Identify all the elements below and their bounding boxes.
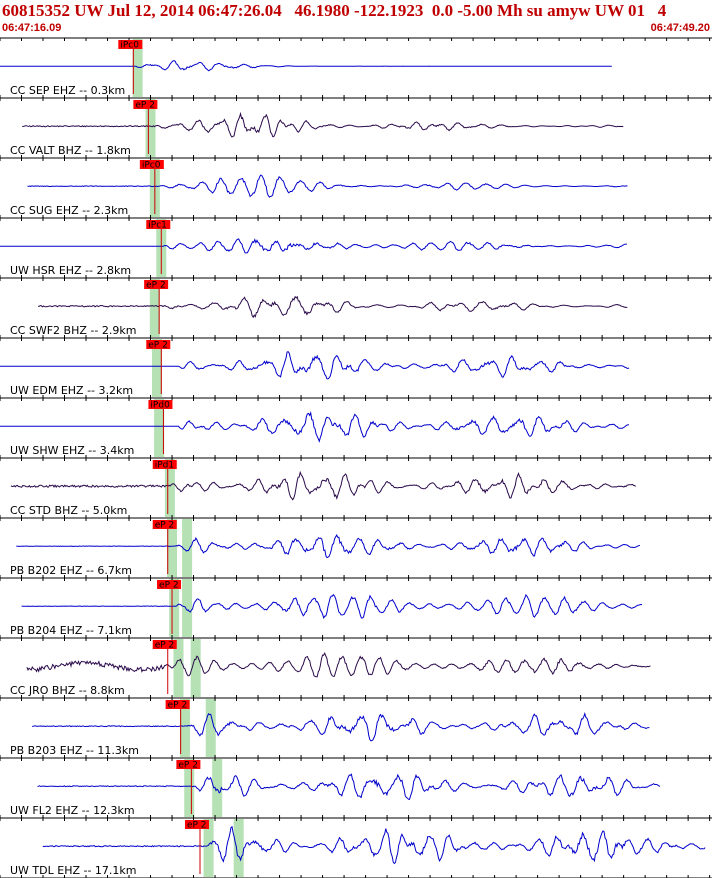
- pick-label: eP 2: [135, 101, 155, 111]
- pick-label: eP 2: [155, 521, 175, 531]
- waveform-trace: [42, 825, 706, 865]
- pick-marker: [152, 640, 177, 649]
- waveform-trace: [26, 651, 651, 678]
- trace-panel: iPd1 CC STD BHZ -- 5.0km: [0, 458, 712, 519]
- trace-panel: eP 2 UW EDM EHZ -- 3.2km: [0, 338, 712, 399]
- pick-marker: [146, 340, 171, 349]
- trace-panel: eP 2 PB B202 EHZ -- 6.7km: [0, 518, 712, 579]
- phase-window: [203, 819, 214, 877]
- waveform-trace: [27, 174, 628, 198]
- pick-label: eP 2: [146, 281, 166, 291]
- phase-window: [212, 759, 223, 817]
- phase-window: [182, 579, 193, 637]
- trace-panel: eP 2 PB B204 EHZ -- 7.1km: [0, 578, 712, 639]
- trace-panel: eP 2 CC JRO BHZ -- 8.8km: [0, 638, 712, 699]
- pick-marker: [146, 220, 171, 229]
- waveform-trace: [22, 111, 624, 138]
- station-label: UW SHW EHZ -- 3.4km: [10, 444, 134, 457]
- waveform-trace: [0, 411, 630, 443]
- phase-window: [149, 279, 160, 337]
- pick-label: iPc0: [120, 41, 139, 51]
- pick-marker: [148, 400, 173, 409]
- pick-label: eP 2: [159, 581, 179, 591]
- pick-marker: [139, 160, 164, 169]
- event-title: 60815352 UW Jul 12, 2014 06:47:26.04 46.…: [2, 1, 667, 20]
- station-label: CC SWF2 BHZ -- 2.9km: [10, 324, 136, 337]
- end-time-label: 06:47:49.20: [650, 22, 710, 34]
- phase-window: [184, 759, 195, 817]
- phase-window: [190, 639, 201, 697]
- station-label: CC VALT BHZ -- 1.8km: [10, 144, 131, 157]
- waveform-trace: [10, 470, 636, 501]
- header-bar: 60815352 UW Jul 12, 2014 06:47:26.04 46.…: [0, 0, 712, 38]
- pick-marker: [176, 760, 201, 769]
- phase-window: [233, 819, 244, 877]
- trace-panel: eP 2 CC VALT BHZ -- 1.8km: [0, 98, 712, 159]
- phase-window: [182, 519, 193, 577]
- pick-label: eP 2: [155, 641, 175, 651]
- waveform-trace: [0, 238, 627, 254]
- trace-panel: iPc0 CC SUG EHZ -- 2.3km: [0, 158, 712, 219]
- pick-label: iPd0: [150, 401, 170, 411]
- start-time-label: 06:47:16.09: [2, 22, 62, 34]
- trace-panel: iPc0 CC SEP EHZ -- 0.3km: [0, 38, 712, 99]
- waveform-trace: [0, 60, 612, 72]
- phase-window: [179, 699, 190, 757]
- pick-label: eP 2: [148, 341, 168, 351]
- phase-window: [173, 639, 184, 697]
- pick-marker: [165, 700, 190, 709]
- waveform-trace: [37, 773, 661, 800]
- station-label: UW HSR EHZ -- 2.8km: [10, 264, 131, 277]
- pick-label: eP 2: [168, 701, 188, 711]
- pick-marker: [157, 580, 182, 589]
- phase-window: [132, 39, 143, 97]
- phase-window: [169, 579, 180, 637]
- station-label: PB B204 EHZ -- 7.1km: [10, 624, 132, 637]
- station-label: CC SEP EHZ -- 0.3km: [10, 84, 125, 97]
- phase-window: [151, 339, 162, 397]
- pick-marker: [184, 820, 209, 829]
- waveform-trace: [21, 593, 643, 620]
- pick-marker: [118, 40, 143, 49]
- pick-label: iPd1: [155, 461, 174, 471]
- station-label: PB B202 EHZ -- 6.7km: [10, 564, 132, 577]
- station-label: CC SUG EHZ -- 2.3km: [10, 204, 128, 217]
- trace-panel: iPd0 UW SHW EHZ -- 3.4km: [0, 398, 712, 459]
- trace-panel: eP 2 CC SWF2 BHZ -- 2.9km: [0, 278, 712, 339]
- phase-window: [154, 399, 165, 457]
- phase-window: [205, 699, 216, 757]
- pick-marker: [152, 460, 177, 469]
- station-label: CC STD BHZ -- 5.0km: [10, 504, 127, 517]
- pick-marker: [144, 280, 169, 289]
- station-label: PB B203 EHZ -- 11.3km: [10, 744, 139, 757]
- waveform-trace: [32, 712, 650, 742]
- station-label: CC JRO BHZ -- 8.8km: [10, 684, 125, 697]
- waveform-trace: [16, 534, 641, 559]
- phase-window: [164, 459, 175, 517]
- pick-label: iPc1: [148, 221, 167, 231]
- waveform-trace: [0, 351, 630, 380]
- pick-marker: [152, 520, 177, 529]
- pick-label: iPc0: [142, 161, 161, 171]
- phase-window: [145, 99, 156, 157]
- trace-panel: eP 2 UW TDL EHZ -- 17.1km: [0, 818, 712, 878]
- trace-panel: eP 2 UW FL2 EHZ -- 12.3km: [0, 758, 712, 819]
- trace-panel: eP 2 PB B203 EHZ -- 11.3km: [0, 698, 712, 759]
- trace-panel: iPc1 UW HSR EHZ -- 2.8km: [0, 218, 712, 279]
- waveform-trace: [38, 295, 628, 319]
- station-label: UW TDL EHZ -- 17.1km: [10, 864, 137, 877]
- pick-marker: [133, 100, 158, 109]
- station-label: UW EDM EHZ -- 3.2km: [10, 384, 133, 397]
- pick-label: eP 2: [178, 761, 198, 771]
- station-label: UW FL2 EHZ -- 12.3km: [10, 804, 135, 817]
- phase-window: [167, 519, 178, 577]
- pick-label: eP 2: [187, 821, 207, 831]
